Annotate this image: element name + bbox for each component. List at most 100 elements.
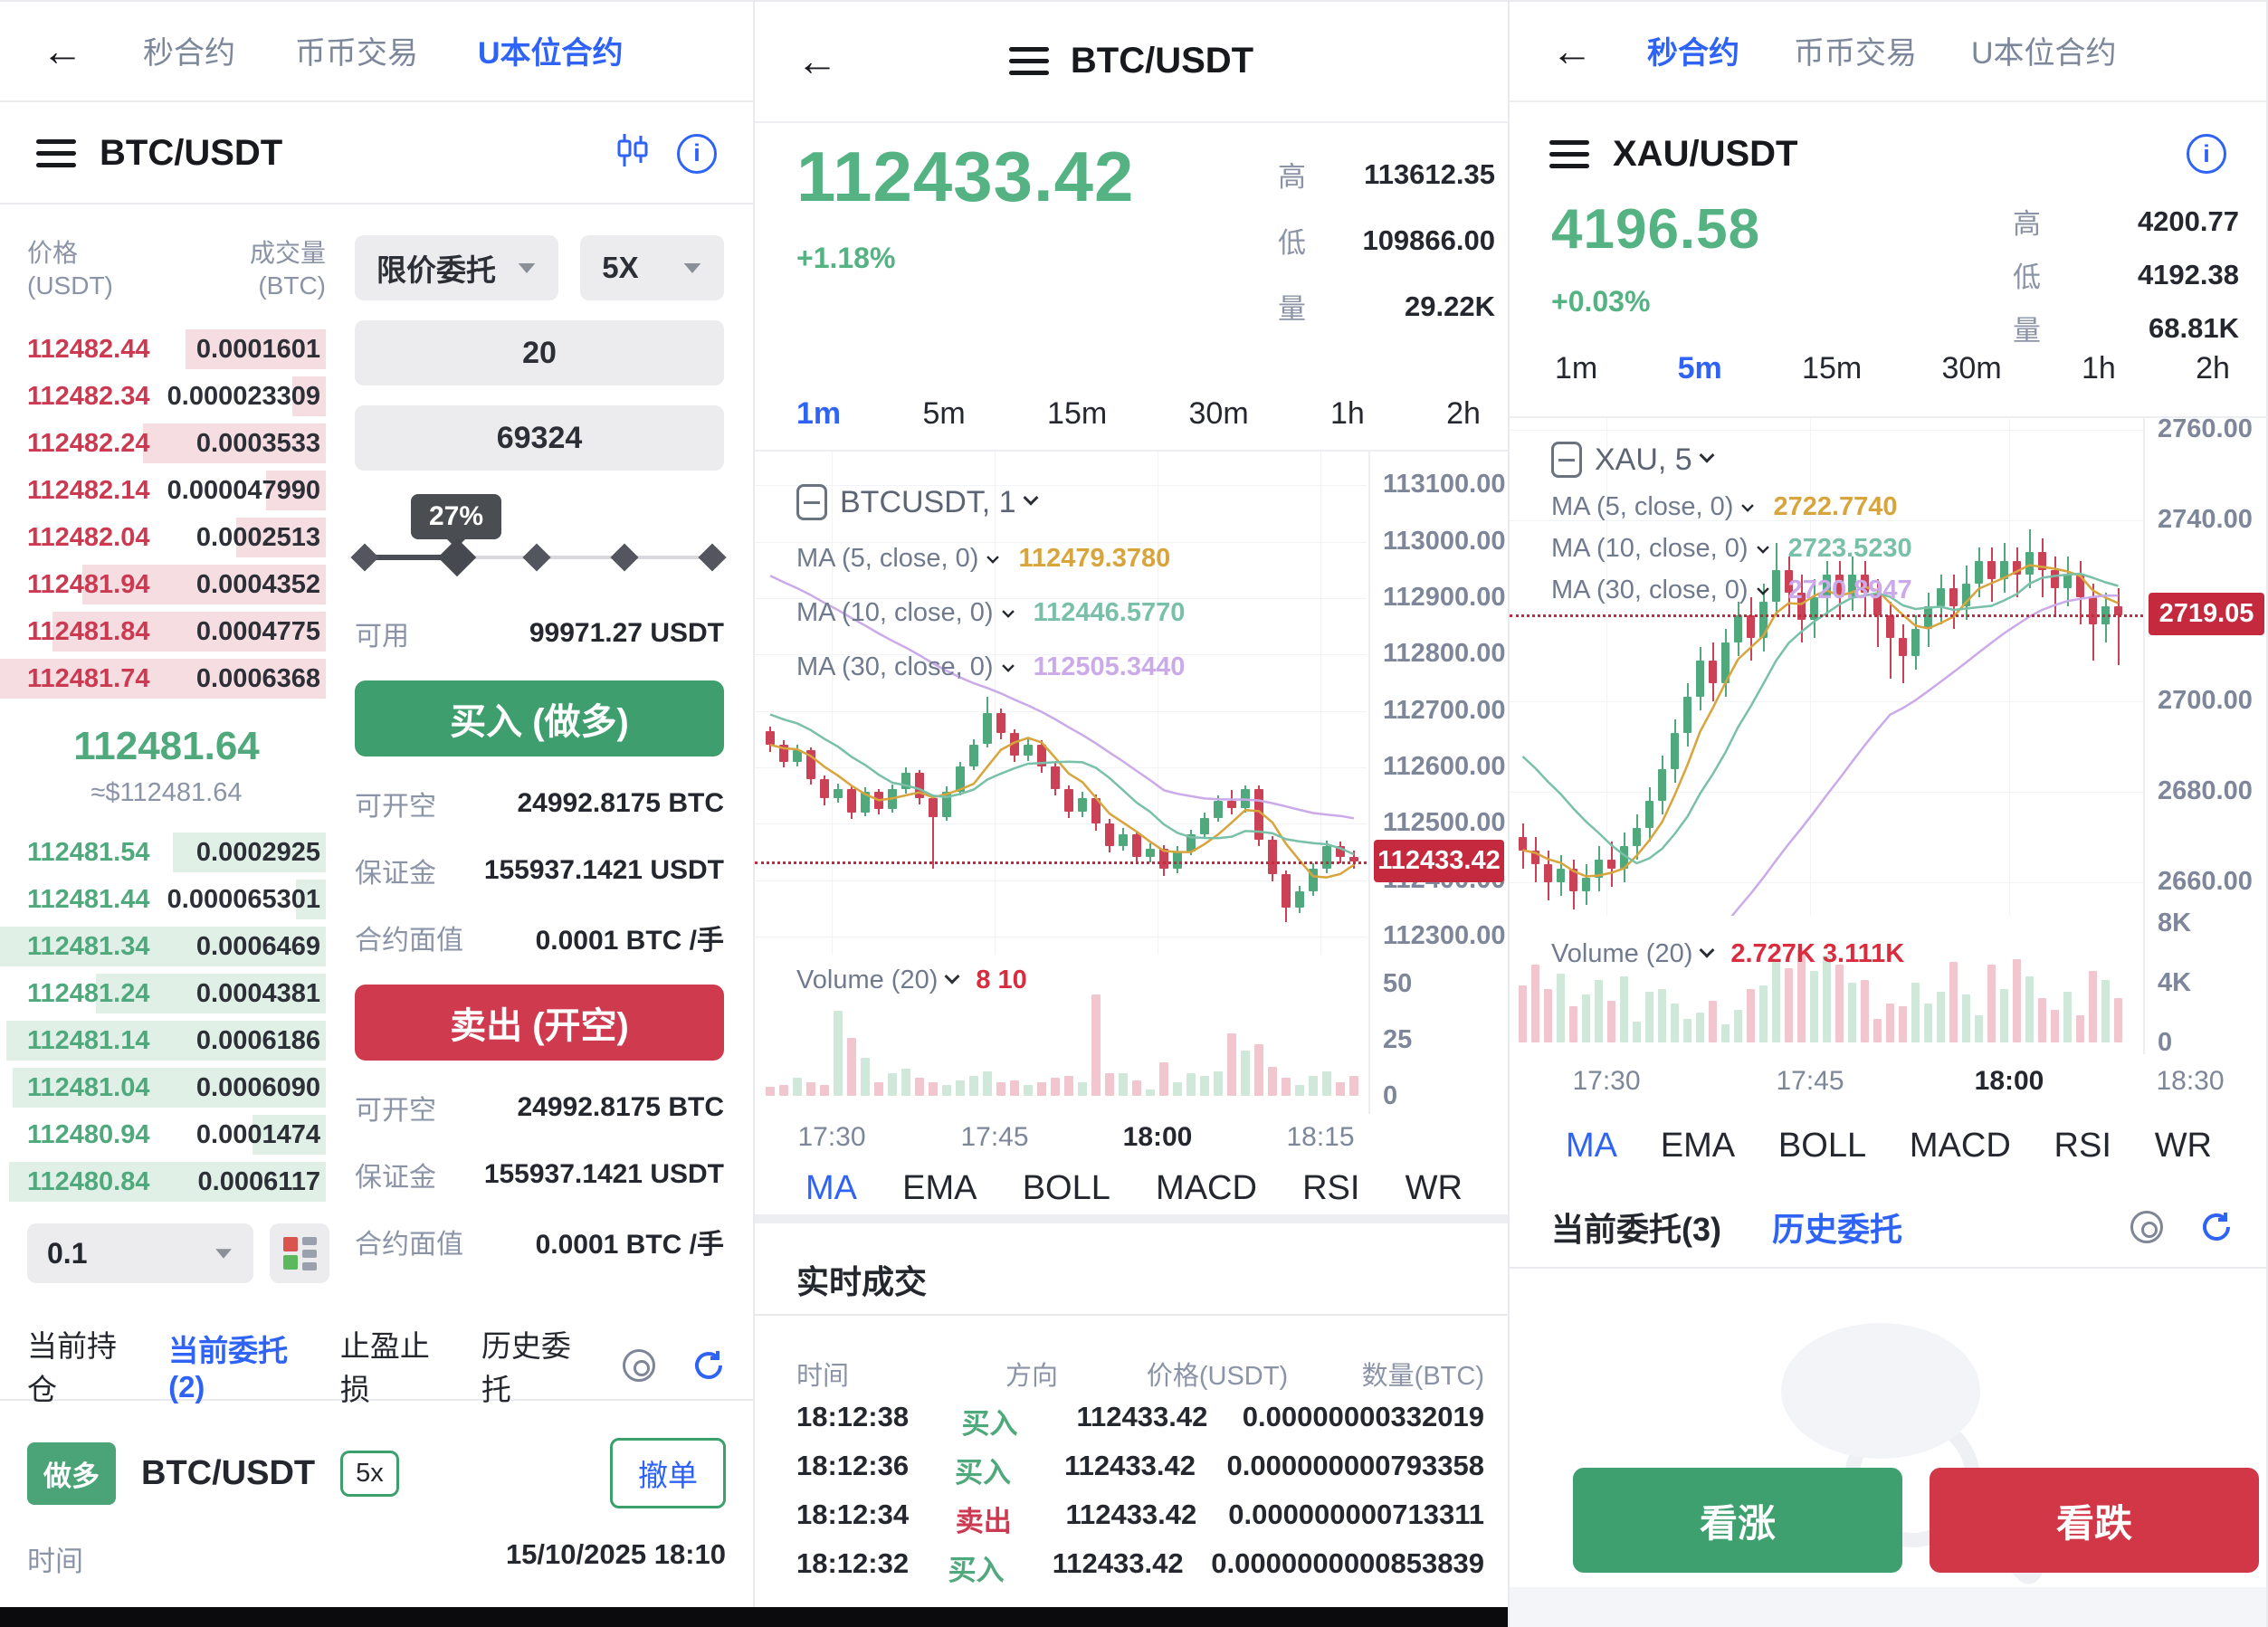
bid-row[interactable]: 112481.04 0.0006090 [0,1064,333,1111]
tick-size-select[interactable]: 0.1 [27,1223,253,1283]
tf-1m[interactable]: 1m [1555,351,1598,385]
volume-label[interactable]: Volume (20) 2.727K 3.111K [1551,939,1905,968]
back-icon[interactable]: ← [796,37,838,84]
amount-input[interactable]: 69324 [355,405,724,471]
ask-row[interactable]: 112481.84 0.0004775 [0,608,333,655]
eye-icon[interactable] [2130,1211,2163,1243]
ind-rsi[interactable]: RSI [2054,1127,2111,1165]
ask-row[interactable]: 112482.04 0.0002513 [0,514,333,561]
ind-rsi[interactable]: RSI [1302,1169,1360,1207]
tf-30m[interactable]: 30m [1941,351,2002,385]
tab-seconds-contract[interactable]: 秒合约 [143,36,235,71]
order-type-select[interactable]: 限价委托 [355,235,559,300]
tf-2h[interactable]: 2h [2196,351,2230,385]
tab-tp-sl[interactable]: 止盈止损 [339,1329,430,1406]
ask-row[interactable]: 112482.34 0.000023309 [0,373,333,420]
tab-spot-trade[interactable]: 币币交易 [1794,36,1917,71]
ind-macd[interactable]: MACD [1156,1169,1257,1207]
tab-current-orders[interactable]: 当前委托(3) [1551,1211,1721,1248]
trades-title: 实时成交 [796,1263,928,1300]
ask-row[interactable]: 112481.94 0.0004352 [0,561,333,608]
chart-symbol-label[interactable]: BTCUSDT, 1 [796,484,1042,520]
ind-macd[interactable]: MACD [1909,1127,2011,1165]
bid-row[interactable]: 112480.84 0.0006117 [0,1158,333,1205]
tf-5m[interactable]: 5m [1677,351,1722,385]
y-axis-label: 112600.00 [1383,752,1506,782]
cancel-order-button[interactable]: 撤单 [610,1438,726,1508]
volume-bar [1282,1078,1291,1096]
tf-15m[interactable]: 15m [1802,351,1863,385]
tf-30m[interactable]: 30m [1188,396,1249,431]
collapse-icon[interactable] [796,484,827,520]
refresh-icon[interactable] [691,1348,726,1383]
menu-icon[interactable] [1549,133,1589,176]
candlestick-chart[interactable]: 2760.00 2740.00 2700.00 2680.00 2660.00 2719.… [1510,414,2268,916]
bet-down-button[interactable]: 看跌 [1930,1468,2259,1573]
ind-ma[interactable]: MA [1566,1127,1617,1165]
refresh-icon[interactable] [2199,1210,2234,1244]
ask-row[interactable]: 112482.14 0.000047990 [0,467,333,514]
ind-ema[interactable]: EMA [902,1169,977,1207]
kline-icon[interactable] [612,130,653,176]
info-icon[interactable]: i [677,133,717,174]
eye-icon[interactable] [623,1349,656,1382]
bid-row[interactable]: 112481.44 0.000065301 [0,876,333,923]
amount-slider[interactable]: 27% [350,478,727,586]
ind-boll[interactable]: BOLL [1777,1127,1867,1165]
tf-15m[interactable]: 15m [1047,396,1108,431]
tf-2h[interactable]: 2h [1446,396,1481,431]
tab-spot-trade[interactable]: 币币交易 [295,36,418,71]
ind-ma[interactable]: MA [805,1169,857,1207]
back-icon[interactable]: ← [1551,26,1593,74]
volume-bar [1159,1061,1168,1096]
menu-icon[interactable] [1008,40,1049,82]
ask-row[interactable]: 112481.74 0.0006368 [0,655,333,702]
back-icon[interactable]: ← [42,26,83,74]
tab-history-orders[interactable]: 历史委托 [481,1329,571,1406]
bet-up-button[interactable]: 看涨 [1573,1468,1902,1573]
bid-row[interactable]: 112481.54 0.0002925 [0,829,333,876]
bid-row[interactable]: 112480.94 0.0001474 [0,1111,333,1158]
volume-label[interactable]: Volume (20) 8 10 [796,966,1027,994]
chart-symbol-label[interactable]: XAU, 5 [1551,442,1718,478]
price-input[interactable]: 20 [355,320,724,385]
tf-1h[interactable]: 1h [1329,396,1365,431]
tab-usdt-futures[interactable]: U本位合约 [1971,36,2117,71]
ind-ema[interactable]: EMA [1660,1127,1736,1165]
ind-wr[interactable]: WR [1405,1169,1463,1207]
volume-bar [901,1069,910,1096]
volume-bar [1671,1004,1679,1042]
volume-pane[interactable]: 50 25 0 Volume (20) 8 10 [755,953,1508,1114]
ask-row[interactable]: 112482.44 0.0001601 [0,326,333,373]
tab-current-positions[interactable]: 当前持仓 [27,1329,117,1406]
bid-row[interactable]: 112481.34 0.0006469 [0,923,333,970]
tab-history-orders[interactable]: 历史委托 [1772,1211,1903,1248]
ask-row[interactable]: 112482.24 0.0003533 [0,420,333,467]
leverage-select[interactable]: 5X [580,235,724,300]
depth-style-icon[interactable] [270,1223,329,1283]
candle [1557,868,1565,882]
tab-seconds-contract[interactable]: 秒合约 [1647,36,1739,71]
tf-1m[interactable]: 1m [796,396,842,431]
bid-row[interactable]: 112481.14 0.0006186 [0,1017,333,1064]
volume-pane[interactable]: 8K 4K 0 Volume (20) 2.727K 3.111K [1510,909,2268,1057]
sell-short-button[interactable]: 卖出 (开空) [355,985,724,1061]
info-icon[interactable]: i [2187,134,2226,174]
buy-long-button[interactable]: 买入 (做多) [355,680,724,756]
ind-wr[interactable]: WR [2154,1127,2212,1165]
bid-row[interactable]: 112481.24 0.0004381 [0,970,333,1017]
tf-1h[interactable]: 1h [2081,351,2116,385]
tab-current-orders[interactable]: 当前委托(2) [168,1334,289,1403]
menu-icon[interactable] [36,132,76,175]
candle [1159,848,1168,869]
candle [1595,859,1603,878]
tf-5m[interactable]: 5m [922,396,966,431]
slider-handle[interactable] [437,538,477,577]
candle [969,744,978,767]
candlestick-chart[interactable]: 113100.00 113000.00 112900.00 112800.00 1127… [755,450,1508,955]
tab-usdt-futures[interactable]: U本位合约 [478,36,624,71]
collapse-icon[interactable] [1551,442,1582,478]
candle [1254,789,1263,841]
ind-boll[interactable]: BOLL [1022,1169,1110,1207]
trades-table-header: 时间 方向 价格(USDT) 数量(BTC) [796,1362,1484,1391]
